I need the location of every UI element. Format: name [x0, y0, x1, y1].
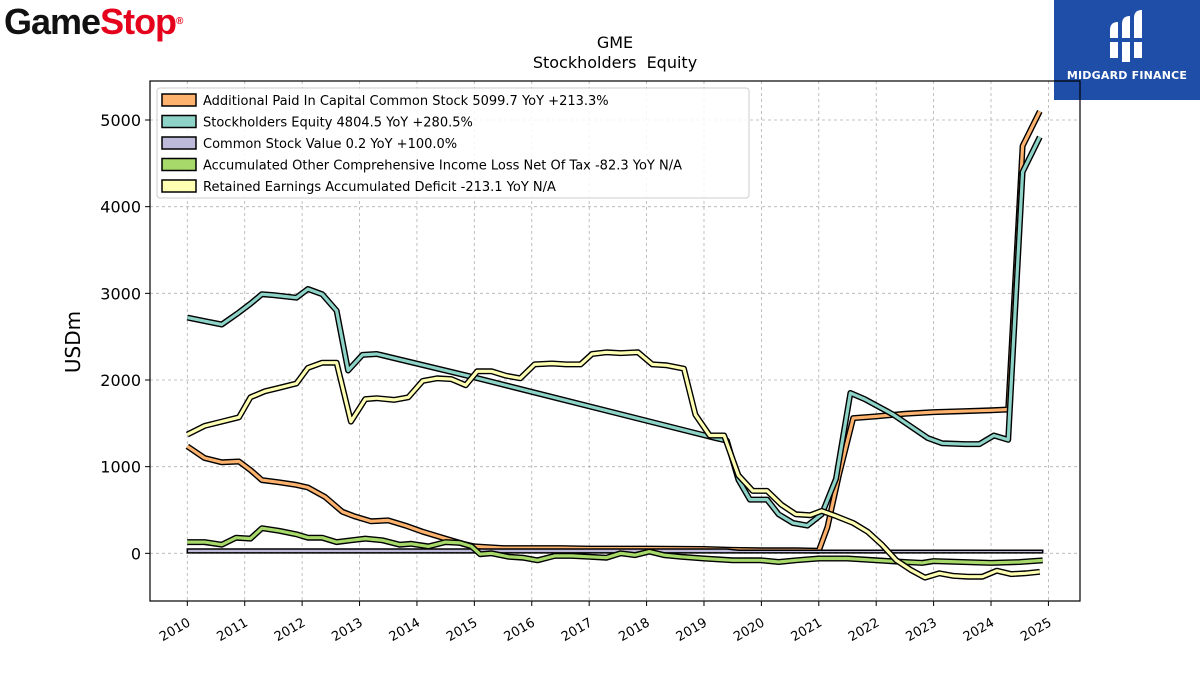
x-tick-label: 2020: [731, 615, 767, 645]
y-tick-label: 5000: [100, 111, 141, 130]
midgard-mark-icon: [1108, 10, 1146, 62]
x-tick-label: 2015: [444, 615, 480, 645]
series-line: [187, 526, 1043, 565]
series-equity: [186, 135, 1043, 529]
legend-label: Common Stock Value 0.2 YoY +100.0%: [203, 137, 457, 152]
chart-title: GME: [597, 33, 633, 52]
legend-swatch: [161, 136, 197, 150]
x-tick-label: 2013: [329, 615, 365, 645]
x-tick-label: 2012: [272, 615, 308, 645]
x-tick-label: 2024: [961, 615, 997, 645]
y-axis-label: USDm: [61, 311, 85, 373]
legend-label: Retained Earnings Accumulated Deficit -2…: [203, 180, 556, 195]
series-line-outline: [185, 349, 1041, 581]
x-tick-label: 2017: [559, 615, 595, 645]
y-tick-label: 3000: [100, 284, 141, 303]
series-retained: [185, 349, 1041, 581]
gamestop-logo: GameStop®: [4, 0, 183, 44]
midgard-finance-wordmark: MIDGARD FINANCE: [1066, 69, 1188, 82]
legend-label: Additional Paid In Capital Common Stock …: [203, 94, 609, 109]
y-tick-label: 2000: [100, 371, 141, 390]
y-tick-label: 0: [131, 544, 141, 563]
legend-box: [156, 87, 750, 199]
series-line: [186, 350, 1040, 580]
series-line-outline: [187, 525, 1043, 566]
gamestop-logo-game: Game: [4, 1, 101, 42]
gamestop-logo-stop: Stop: [100, 1, 177, 42]
series-line: [186, 136, 1042, 528]
x-tick-label: 2019: [674, 615, 710, 645]
x-tick-label: 2023: [903, 615, 939, 645]
y-tick-label: 4000: [100, 198, 141, 217]
legend-swatch: [161, 179, 197, 193]
plot-frame: [149, 80, 1081, 602]
y-tick-label: 1000: [100, 458, 141, 477]
x-tick-label: 2021: [789, 615, 825, 645]
x-tick-label: 2011: [215, 615, 251, 645]
series-line: [186, 110, 1042, 553]
x-tick-label: 2022: [846, 615, 882, 645]
series-common-stock-band: [186, 548, 1044, 554]
x-tick-label: 2016: [502, 615, 538, 645]
chart-subtitle: Stockholders Equity: [533, 53, 697, 72]
legend-swatch: [161, 157, 197, 172]
chart-series: [185, 109, 1044, 581]
midgard-finance-logo: MIDGARD FINANCE: [1054, 0, 1200, 100]
x-tick-label: 2010: [157, 615, 193, 645]
legend-swatch: [161, 114, 197, 129]
series-apic: [185, 109, 1043, 554]
x-tick-label: 2014: [387, 615, 423, 645]
chart-legend: Additional Paid In Capital Common Stock …: [156, 87, 750, 199]
legend-label: Stockholders Equity 4804.5 YoY +280.5%: [203, 116, 473, 131]
x-tick-label: 2025: [1018, 615, 1054, 645]
series-aoci: [187, 525, 1043, 566]
gamestop-logo-reg: ®: [176, 16, 183, 27]
legend-swatch: [161, 93, 197, 107]
x-tick-label: 2018: [616, 615, 652, 645]
legend-label: Accumulated Other Comprehensive Income L…: [203, 159, 682, 174]
